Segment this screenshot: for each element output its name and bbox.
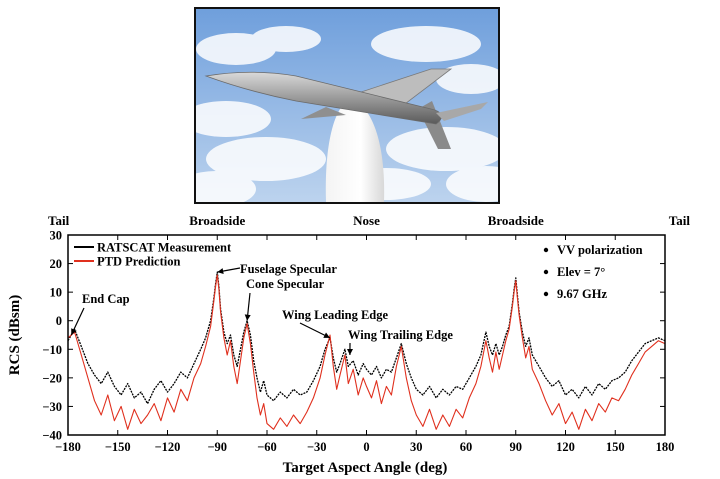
x-tick-label: −90 [207,440,227,454]
x-tick-label: −120 [155,440,181,454]
info-line: 9.67 GHz [557,287,607,301]
x-tick-label: −30 [307,440,327,454]
x-tick-label: 90 [510,440,523,454]
annotation-label: Fuselage Specular [240,262,337,276]
x-tick-label: −180 [55,440,81,454]
info-bullet [543,291,549,297]
annotation-arrowhead [323,332,330,338]
y-tick-label: 20 [50,257,63,271]
series-layer [67,271,666,430]
legend-entry: PTD Prediction [97,255,180,269]
legend-entry: RATSCAT Measurement [97,241,232,255]
annotation-label: Wing Leading Edge [282,308,389,322]
series-line-1 [67,274,666,430]
y-tick-label: −30 [42,400,62,414]
y-tick-label: 0 [56,314,62,328]
y-tick-label: 30 [50,229,63,243]
top-label: Tail [48,213,70,228]
x-tick-label: 30 [410,440,423,454]
annotation-arrowhead [217,268,224,274]
info-line: VV polarization [557,243,643,257]
x-tick-label: −150 [105,440,131,454]
y-tick-label: 10 [50,286,63,300]
y-tick-label: −10 [42,343,62,357]
airplane-model-on-pylon-icon [196,9,498,202]
top-label: Broadside [189,213,245,228]
info-line: Elev = 7° [557,265,605,279]
airplane-model-photo [194,7,500,204]
annotation-arrowhead [347,349,353,355]
info-bullet [543,247,549,253]
x-tick-label: 60 [460,440,473,454]
annotation-arrowhead [244,314,251,321]
annotation-arrowhead [71,328,77,335]
annotation-label: End Cap [82,292,130,306]
info-box: VV polarization Elev = 7° 9.67 GHz [543,243,643,301]
top-label: Nose [353,213,380,228]
top-label: Broadside [488,213,544,228]
info-bullet [543,269,549,275]
top-aspect-labels: Tail Broadside Nose Broadside Tail [48,213,690,228]
series-line-0 [67,271,666,405]
x-tick-label: −60 [257,440,277,454]
x-tick-label: 120 [556,440,575,454]
top-label: Tail [669,213,691,228]
y-tick-label: −40 [42,429,62,443]
x-axis-label: Target Aspect Angle (deg) [283,460,448,476]
x-tick-label: 180 [656,440,675,454]
annotation-label: Wing Trailing Edge [348,328,453,342]
ticks-layer: −180 −150 −120 −90 −60 −30 0 30 60 90 120 150 180 30 2… [42,229,674,455]
x-tick-label: 150 [606,440,625,454]
x-tick-label: 0 [363,440,369,454]
y-axis-label: RCS (dBsm) [7,295,23,375]
annotation-label: Cone Specular [246,277,325,291]
y-tick-label: −20 [42,371,62,385]
